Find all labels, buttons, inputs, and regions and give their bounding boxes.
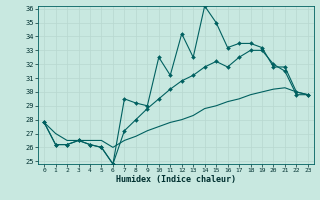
X-axis label: Humidex (Indice chaleur): Humidex (Indice chaleur): [116, 175, 236, 184]
